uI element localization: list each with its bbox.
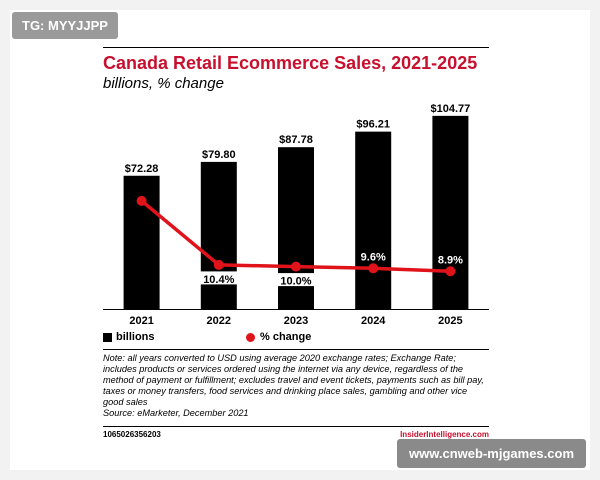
chart-subtitle: billions, % change: [103, 75, 224, 92]
bar-2025: [432, 115, 469, 309]
bar-2022: [200, 161, 237, 309]
footer-id: 1065026356203: [103, 430, 161, 439]
note-divider: [103, 349, 489, 350]
chart-note: Note: all years converted to USD using a…: [103, 353, 489, 419]
chart-legend: billions % change: [103, 331, 489, 345]
legend-label-change: % change: [260, 331, 312, 343]
legend-swatch-change: [246, 332, 255, 342]
change-label-2023: 10.0%: [280, 276, 311, 288]
bar-value-label-2024: $96.21: [356, 119, 390, 131]
bar-value-label-2025: $104.77: [431, 103, 471, 115]
legend-label-billions: billions: [116, 331, 155, 343]
top-rule: [103, 47, 489, 48]
source-text: Source: eMarketer, December 2021: [103, 408, 249, 418]
note-text: Note: all years converted to USD using a…: [103, 353, 484, 407]
bar-value-label-2022: $79.80: [202, 149, 236, 161]
change-point-2025: [445, 266, 456, 277]
change-label-2024: 9.6%: [361, 251, 386, 263]
bar-2024: [355, 131, 392, 309]
legend-item-change: % change: [246, 331, 311, 343]
chart-plot: $72.28 2021 $79.80 2022 $87.78 2023 $96.21 2024…: [103, 103, 489, 327]
bar-value-label-2023: $87.78: [279, 134, 313, 146]
channel-tag: TG: MYYJJPP: [12, 12, 118, 39]
chart-title: Canada Retail Ecommerce Sales, 2021-2025: [103, 53, 478, 73]
change-label-bg-2022: [199, 271, 238, 285]
watermark-url: www.cnweb-mjgames.com: [397, 439, 586, 468]
change-label-bg-2023: [277, 273, 315, 287]
x-tick-label-2023: 2023: [284, 315, 308, 327]
change-label-2021: 25.5%: [126, 184, 157, 196]
change-label-2022: 10.4%: [203, 274, 234, 286]
footer-brand: InsiderIntelligence.com: [400, 430, 489, 439]
change-label-2025: 8.9%: [438, 254, 463, 266]
x-tick-label-2025: 2025: [438, 315, 462, 327]
chart-panel: Canada Retail Ecommerce Sales, 2021-2025…: [103, 47, 489, 439]
change-point-2023: [291, 261, 301, 272]
bar-value-label-2021: $72.28: [125, 163, 159, 175]
legend-swatch-billions: [103, 332, 112, 342]
x-tick-label-2022: 2022: [207, 315, 231, 327]
x-tick-label-2024: 2024: [361, 315, 386, 327]
footer-divider: [103, 426, 489, 427]
change-point-2024: [368, 263, 379, 274]
change-point-2021: [136, 195, 147, 206]
change-point-2022: [213, 259, 224, 270]
legend-item-billions: billions: [103, 331, 155, 343]
x-tick-label-2021: 2021: [129, 315, 153, 327]
